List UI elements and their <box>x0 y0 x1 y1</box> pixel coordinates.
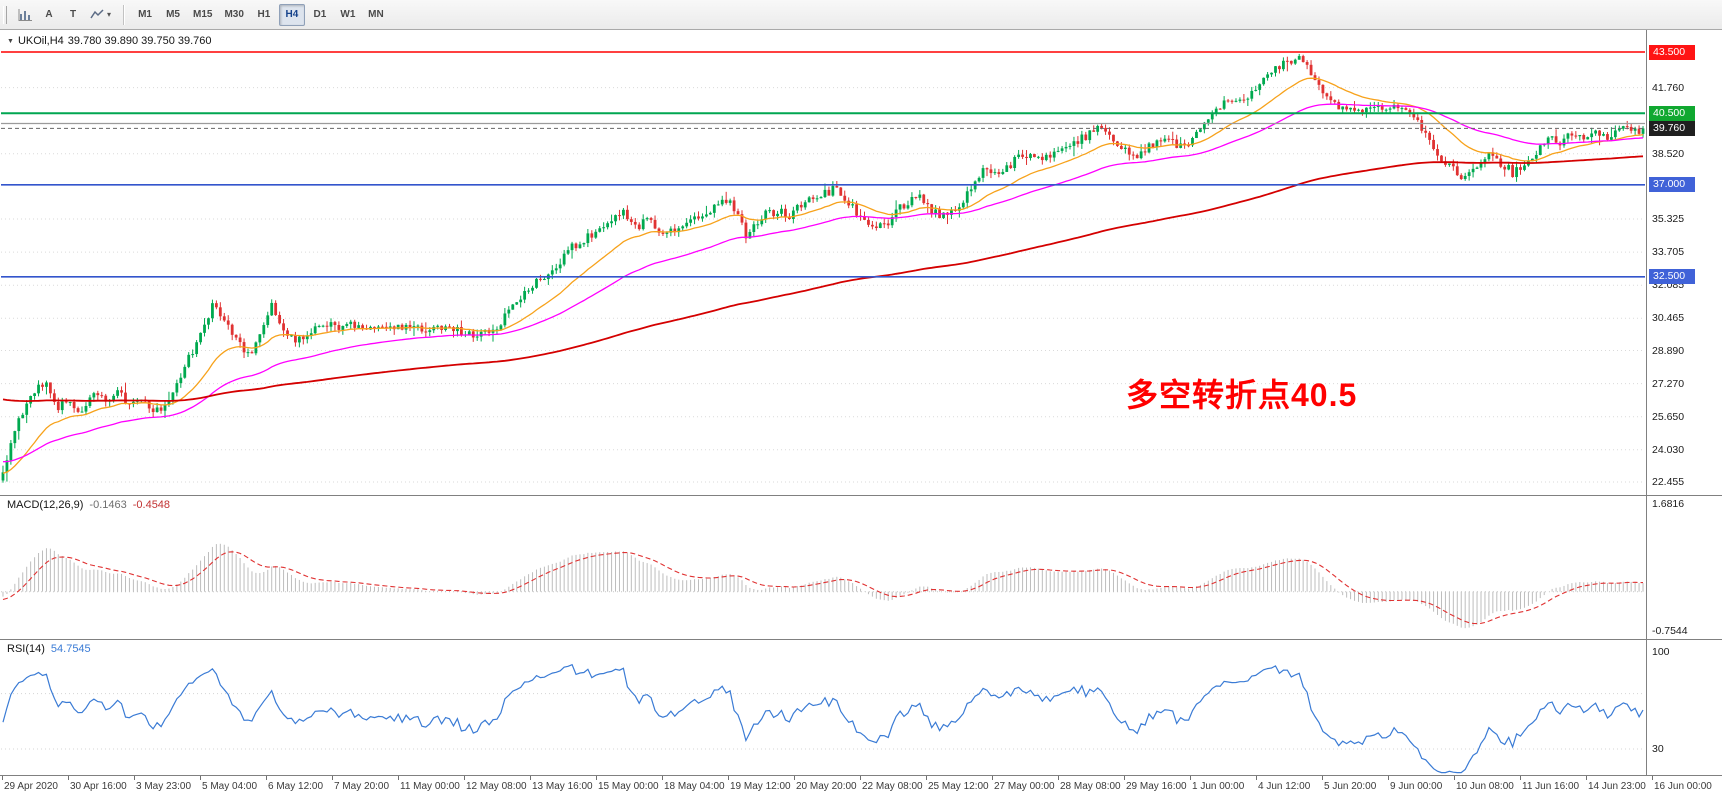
timeframe-button-mn[interactable]: MN <box>363 4 389 26</box>
time-axis-label: 6 May 12:00 <box>268 781 324 792</box>
timeframe-button-h1[interactable]: H1 <box>251 4 277 26</box>
price-badge: 39.760 <box>1649 120 1695 136</box>
time-axis-label: 4 Jun 12:00 <box>1258 781 1311 792</box>
rsi-name: RSI(14) <box>7 643 45 655</box>
symbol-label: ▼ UKOil,H4 39.780 39.890 39.750 39.760 <box>7 35 212 47</box>
time-axis-label: 30 Apr 16:00 <box>70 781 127 792</box>
time-axis-label: 13 May 16:00 <box>532 781 593 792</box>
collapse-arrow-icon[interactable]: ▼ <box>7 37 14 45</box>
bar-chart-icon <box>18 8 32 21</box>
time-axis[interactable]: 29 Apr 2020 30 Apr 16:00 3 May 23:00 5 May … <box>0 776 1722 798</box>
axis-value: 30.465 <box>1652 312 1685 325</box>
macd-name: MACD(12,26,9) <box>7 499 84 511</box>
timeframe-group: M1 M5 M15 M30 H1 H4 D1 W1 MN <box>131 3 390 26</box>
timeframe-button-d1[interactable]: D1 <box>307 4 333 26</box>
panel-splitter-timeaxis[interactable] <box>0 773 1722 778</box>
axis-value: 25.650 <box>1652 410 1685 423</box>
time-axis-label: 29 May 16:00 <box>1126 781 1187 792</box>
time-axis-label: 11 May 00:00 <box>400 781 460 792</box>
macd-main-value: -0.1463 <box>89 499 127 511</box>
chart-annotation-text[interactable]: 多空转折点40.5 <box>1126 377 1358 413</box>
panel-splitter-rsi[interactable] <box>0 637 1722 642</box>
axis-value: 27.270 <box>1652 377 1685 390</box>
font-tool-label: A <box>45 9 53 20</box>
axis-value: -0.7544 <box>1652 625 1688 637</box>
price-badge: 40.500 <box>1649 105 1695 121</box>
time-axis-label: 11 Jun 16:00 <box>1522 781 1580 792</box>
time-axis-label: 16 Jun 00:00 <box>1654 781 1712 792</box>
timeframe-button-m15[interactable]: M15 <box>188 4 217 26</box>
time-axis-label: 27 May 00:00 <box>994 781 1055 792</box>
text-tool-label: T <box>69 9 77 20</box>
macd-indicator-label: MACD(12,26,9) -0.1463 -0.4548 <box>7 499 170 511</box>
text-tool-button[interactable]: T <box>61 4 85 26</box>
time-axis-label: 18 May 04:00 <box>664 781 725 792</box>
time-axis-label: 5 May 04:00 <box>202 781 258 792</box>
time-axis-label: 1 Jun 00:00 <box>1192 781 1245 792</box>
timeframe-button-h4[interactable]: H4 <box>278 3 305 26</box>
toolbar: A T ▾ M1 M5 M15 M30 H1 H4 D1 W1 MN <box>0 0 1722 30</box>
time-axis-label: 10 Jun 08:00 <box>1456 781 1514 792</box>
polyline-draw-icon <box>90 9 104 19</box>
time-axis-label: 28 May 08:00 <box>1060 781 1121 792</box>
drawing-tool-button[interactable]: ▾ <box>85 4 116 26</box>
panel-splitter-macd[interactable] <box>0 493 1722 498</box>
dropdown-caret-icon: ▾ <box>107 10 112 19</box>
axis-value: 28.890 <box>1652 344 1685 357</box>
timeframe-button-m1[interactable]: M1 <box>132 4 158 26</box>
time-axis-label: 12 May 08:00 <box>466 781 527 792</box>
rsi-indicator-label: RSI(14) 54.7545 <box>7 643 91 655</box>
timeframe-button-m5[interactable]: M5 <box>160 4 186 26</box>
axis-value: 24.030 <box>1652 443 1685 456</box>
rsi-value: 54.7545 <box>50 643 91 655</box>
price-axis[interactable]: 41.760 38.520 35.325 33.705 32.085 30.465 28.8… <box>1649 0 1722 798</box>
time-axis-label: 15 May 00:00 <box>598 781 659 792</box>
time-axis-label: 20 May 20:00 <box>796 781 857 792</box>
axis-value: 41.760 <box>1652 81 1685 94</box>
font-tool-button[interactable]: A <box>37 4 61 26</box>
time-axis-label: 22 May 08:00 <box>862 781 923 792</box>
time-axis-label: 19 May 12:00 <box>730 781 791 792</box>
axis-value: 22.455 <box>1652 476 1685 488</box>
toolbar-grip[interactable] <box>3 5 7 24</box>
symbol-name: UKOil,H4 <box>17 35 64 47</box>
time-axis-label: 14 Jun 23:00 <box>1588 781 1646 792</box>
time-axis-label: 29 Apr 2020 <box>4 781 58 792</box>
axis-value: 33.705 <box>1652 246 1685 259</box>
time-axis-label: 9 Jun 00:00 <box>1390 781 1443 792</box>
timeframe-button-m30[interactable]: M30 <box>219 4 248 26</box>
price-badge: 37.000 <box>1649 177 1695 193</box>
time-axis-label: 5 Jun 20:00 <box>1324 781 1377 792</box>
axis-value: 1.6816 <box>1652 498 1685 510</box>
ohlc-values: 39.780 39.890 39.750 39.760 <box>67 35 212 47</box>
timeframe-button-w1[interactable]: W1 <box>335 4 361 26</box>
chart-type-button[interactable] <box>13 4 37 26</box>
axis-value: 30 <box>1652 743 1664 755</box>
axis-value: 38.520 <box>1652 147 1685 160</box>
time-axis-label: 3 May 23:00 <box>136 781 192 792</box>
axis-value: 100 <box>1652 646 1670 658</box>
price-badge: 32.500 <box>1649 269 1695 285</box>
price-badge: 43.500 <box>1649 44 1695 60</box>
axis-value: 35.325 <box>1652 213 1685 225</box>
toolbar-separator <box>123 4 125 25</box>
time-axis-label: 7 May 20:00 <box>334 781 390 792</box>
macd-signal-value: -0.4548 <box>132 499 171 511</box>
time-axis-label: 25 May 12:00 <box>928 781 989 792</box>
